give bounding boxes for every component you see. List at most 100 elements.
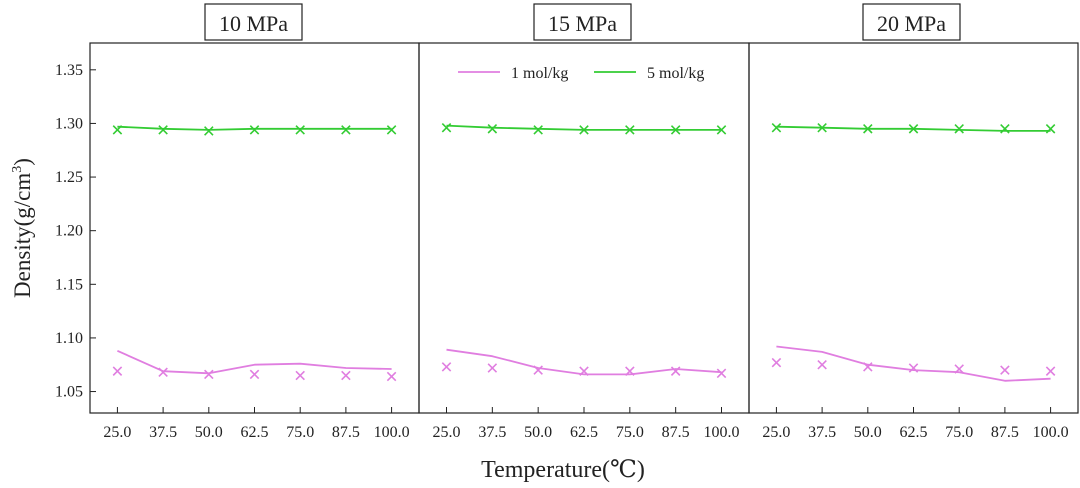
panel-10-mpa-1-mol-kg-markers-point [386,371,397,382]
panel-10-mpa-x-tick-label: 87.5 [332,424,360,441]
marker-stroke [908,124,919,134]
panel-10-mpa-1-mol-kg-markers-point [341,370,351,381]
panel-20-mpa-title-box [862,3,961,41]
marker-stroke [954,364,964,374]
marker-stroke [249,125,260,135]
panel-10-mpa-5-mol-kg-markers-point [158,125,168,135]
panel-15-mpa-x-tick-label: 62.5 [570,424,598,441]
panel-15-mpa-x-tick-label: 50.0 [524,424,552,441]
y-axis-label-superscript: 3 [10,166,25,173]
panel-20-mpa-x-tick-label: 62.5 [900,424,928,441]
panel-20-mpa: 25.0 37.5 50.0 62.5 75.0 87.5 100.0 [748,42,1079,441]
panel-10-mpa-5-mol-kg-markers-point [204,126,214,136]
panel-10-mpa-x-tick-label: 37.5 [149,424,177,441]
legend-label-5-mol-kg: 5 mol/kg [647,65,704,82]
legend: 1 mol/kg 5 mol/kg [458,65,704,82]
marker-stroke [863,124,873,134]
panel-20-mpa-5-mol-kg-markers-point [817,122,827,133]
panel-15-mpa-5-mol-kg-markers-point [487,124,498,134]
marker-stroke [817,122,827,133]
marker-stroke [295,125,305,135]
panel-20-mpa-5-mol-kg-markers-point [908,124,919,134]
marker-stroke [716,368,727,379]
panel-20-mpa-1-mol-kg-markers-point [1045,366,1056,376]
marker-stroke [341,125,351,135]
panel-15-mpa-1-mol-kg-markers-point [625,366,635,376]
marker-stroke [204,369,214,380]
marker-stroke [158,367,168,378]
panel-20-mpa-x-tick-label: 87.5 [991,424,1019,441]
panel-10-mpa-5-mol-kg-markers-point [386,125,397,135]
panel-20-mpa-5-mol-kg-markers-point [1000,124,1010,134]
marker-stroke [954,124,964,134]
marker-stroke [1045,366,1056,376]
panel-10-mpa-5-mol-kg-markers-point [249,125,260,135]
panel-10-mpa-x-tick-label: 50.0 [195,424,223,441]
marker-stroke [533,125,543,135]
panel-20-mpa-1-mol-kg-line [776,345,1051,382]
panel-titles-layer: 10 MPa 15 MPa 20 MPa [204,3,961,41]
panel-10-mpa-5-mol-kg-markers-point [295,125,305,135]
panel-15-mpa-x-tick-label: 37.5 [478,424,506,441]
panel-20-mpa-1-mol-kg-markers-point [954,364,964,374]
panel-15-mpa-frame [418,42,750,414]
marker-stroke [817,359,827,370]
panel-10-mpa-title-box [204,3,303,41]
panel-10-mpa-5-mol-kg-markers-point [341,125,351,135]
y-tick-label: 1.30 [55,115,83,132]
panel-15-mpa-5-mol-kg-markers-point [441,122,452,133]
marker-stroke [625,125,635,135]
marker-stroke [579,125,589,135]
marker-stroke [863,362,873,372]
y-tick-label: 1.10 [55,330,83,347]
panel-15-mpa-x-tick-label: 87.5 [662,424,690,441]
marker-stroke [386,371,397,382]
marker-stroke [908,363,919,373]
marker-stroke [341,370,351,381]
panel-10-mpa-x-tick-label: 100.0 [374,424,410,441]
y-axis-label-main: Density(g/cm [10,173,35,298]
panel-20-mpa-1-mol-kg-markers-point [908,363,919,373]
legend-label-1-mol-kg: 1 mol/kg [511,65,568,82]
panel-15-mpa-title-box [533,3,632,41]
marker-stroke [1000,124,1010,134]
y-axis: 1.05 1.10 1.15 1.20 1.25 1.30 1.35 [55,62,96,401]
marker-stroke [249,369,260,380]
marker-stroke [112,125,123,135]
marker-stroke [579,366,589,376]
panel-15-mpa-title-text: 15 MPa [548,11,617,36]
panel-15-mpa-1-mol-kg-markers-point [487,363,498,373]
panel-15-mpa-5-mol-kg-markers-point [533,125,543,135]
panel-15-mpa-x-tick-label: 100.0 [704,424,740,441]
panel-15-mpa-1-mol-kg-markers-point [670,366,681,376]
panel-10-mpa-1-mol-kg-markers-point [158,367,168,378]
panel-15-mpa-x-tick-label: 75.0 [616,424,644,441]
x-axis-label: Temperature(℃) [481,457,645,483]
panel-20-mpa-x-tick-label: 100.0 [1033,424,1069,441]
panel-15-mpa-5-mol-kg-markers-point [670,125,681,135]
y-axis-label: Density(g/cm3) [10,158,35,298]
marker-stroke [487,124,498,134]
marker-stroke [158,125,168,135]
panel-15-mpa-1-mol-kg-line [446,348,722,376]
panel-15-mpa-title: 15 MPa [533,3,632,41]
panel-10-mpa-1-mol-kg-markers-point [112,366,123,376]
panels-layer: 1.05 1.10 1.15 1.20 1.25 1.30 1.35 25.0 37.5 50.0… [55,42,1079,441]
panel-15-mpa-1-mol-kg-markers-point [441,362,452,372]
panel-15-mpa-1-mol-kg-markers-point [579,366,589,376]
marker-stroke [716,125,727,135]
y-tick-label: 1.20 [55,223,83,240]
panel-10-mpa-5-mol-kg-markers-point [112,125,123,135]
marker-stroke [295,370,305,381]
y-axis-label-close: ) [10,158,35,166]
panel-10-mpa-1-mol-kg-markers-point [295,370,305,381]
panel-20-mpa-x-tick-label: 25.0 [762,424,790,441]
marker-stroke [487,363,498,373]
panel-15-mpa-1-mol-kg-markers-point [533,365,543,375]
panel-10-mpa-1-mol-kg-markers-point [204,369,214,380]
marker-stroke [533,365,543,375]
marker-stroke [670,125,681,135]
panel-15-mpa-1-mol-kg-markers-point [716,368,727,379]
panel-20-mpa-1-mol-kg-markers-point [817,359,827,370]
